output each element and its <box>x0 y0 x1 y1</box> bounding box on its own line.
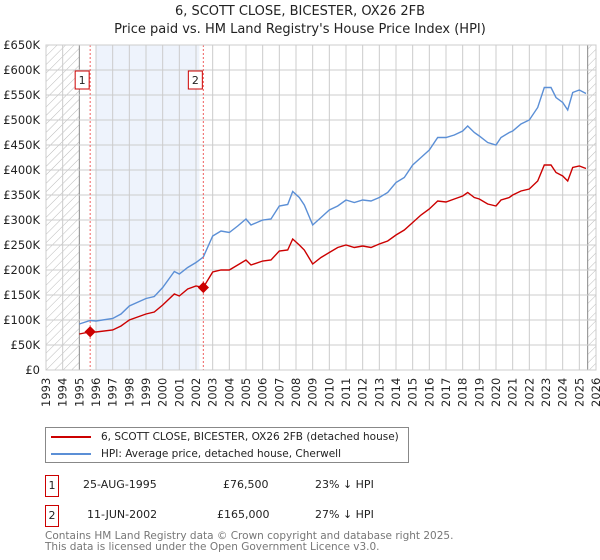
property-price-line <box>79 164 587 335</box>
x-tick-label: 2013 <box>372 378 386 407</box>
x-tick-label: 2001 <box>172 378 186 407</box>
y-tick-label: £350K <box>3 188 40 202</box>
property-line-swatch <box>51 436 91 438</box>
y-tick-label: £500K <box>3 113 40 127</box>
x-tick-label: 1996 <box>89 378 103 407</box>
y-tick-label: £50K <box>11 338 41 352</box>
y-tick-label: £400K <box>3 163 40 177</box>
chart-legend: 6, SCOTT CLOSE, BICESTER, OX26 2FB (deta… <box>45 427 409 463</box>
legend-item-hpi: HPI: Average price, detached house, Cher… <box>51 446 341 462</box>
sale-marker-badge <box>74 70 90 90</box>
y-tick-label: £100K <box>3 313 40 327</box>
y-tick-label: £0 <box>25 363 40 377</box>
hpi-line <box>79 86 587 325</box>
y-tick-label: £250K <box>3 238 40 252</box>
x-tick-label: 2020 <box>489 378 503 407</box>
x-tick-label: 2005 <box>239 378 253 407</box>
x-tick-label: 2000 <box>156 378 170 407</box>
x-tick-label: 2009 <box>306 378 320 407</box>
y-tick-label: £300K <box>3 213 40 227</box>
footer-licence: This data is licensed under the Open Gov… <box>45 541 380 553</box>
shaded-region <box>96 45 200 370</box>
y-tick-label: £600K <box>3 63 40 77</box>
plot-border <box>45 44 597 371</box>
x-tick-label: 2015 <box>406 378 420 407</box>
x-tick-label: 1995 <box>72 378 86 407</box>
sale-badge: 1 <box>45 475 59 497</box>
x-tick-label: 1997 <box>106 378 120 407</box>
x-tick-label: 2017 <box>439 378 453 407</box>
sale-row: 2 11-JUN-2002 £165,000 27% ↓ HPI <box>45 505 445 527</box>
y-tick-label: £450K <box>3 138 40 152</box>
y-tick-label: £150K <box>3 288 40 302</box>
y-tick-label: £650K <box>3 38 40 52</box>
hatched-region <box>587 45 596 370</box>
x-tick-label: 1993 <box>39 378 53 407</box>
x-tick-label: 2003 <box>206 378 220 407</box>
chart-subtitle: Price paid vs. HM Land Registry's House … <box>114 22 486 37</box>
legend-label: HPI: Average price, detached house, Cher… <box>101 448 342 460</box>
footer-copyright: Contains HM Land Registry data © Crown c… <box>45 530 454 542</box>
x-tick-label: 2023 <box>539 378 553 407</box>
x-tick-label: 1999 <box>139 378 153 407</box>
x-tick-label: 2021 <box>506 378 520 407</box>
sale-marker-badge <box>187 70 203 90</box>
y-tick-label: £200K <box>3 263 40 277</box>
chart-title: 6, SCOTT CLOSE, BICESTER, OX26 2FB <box>174 4 426 19</box>
hpi-line-swatch <box>51 453 91 455</box>
legend-label: 6, SCOTT CLOSE, BICESTER, OX26 2FB (deta… <box>101 431 399 443</box>
x-tick-label: 1998 <box>122 378 136 407</box>
sale-price: £165,000 <box>217 508 270 521</box>
y-tick-label: £550K <box>3 88 40 102</box>
sale-marker-label: 1 <box>79 74 86 87</box>
sale-row: 1 25-AUG-1995 £76,500 23% ↓ HPI <box>45 475 445 497</box>
sale-delta: 27% ↓ HPI <box>315 508 374 521</box>
x-tick-label: 2024 <box>556 378 570 407</box>
x-tick-label: 1994 <box>56 378 70 407</box>
x-tick-label: 2002 <box>189 378 203 407</box>
x-tick-label: 2026 <box>589 378 600 407</box>
x-tick-label: 2016 <box>422 378 436 407</box>
x-tick-label: 2012 <box>356 378 370 407</box>
sale-marker-label: 2 <box>192 74 199 87</box>
x-tick-label: 2025 <box>572 378 586 407</box>
x-tick-label: 2006 <box>256 378 270 407</box>
sale-point <box>197 281 209 294</box>
x-tick-label: 2008 <box>289 378 303 407</box>
sale-price: £76,500 <box>223 478 269 491</box>
sale-date: 25-AUG-1995 <box>83 478 157 491</box>
x-tick-label: 2022 <box>522 378 536 407</box>
sale-delta: 23% ↓ HPI <box>315 478 374 491</box>
legend-item-property: 6, SCOTT CLOSE, BICESTER, OX26 2FB (deta… <box>51 429 399 445</box>
x-tick-label: 2004 <box>222 378 236 407</box>
x-tick-label: 2019 <box>472 378 486 407</box>
x-tick-label: 2010 <box>322 378 336 407</box>
sale-date: 11-JUN-2002 <box>87 508 158 521</box>
x-tick-label: 2018 <box>456 378 470 407</box>
sale-badge: 2 <box>45 505 59 527</box>
x-tick-label: 2011 <box>339 378 353 407</box>
x-tick-label: 2014 <box>389 378 403 407</box>
x-tick-label: 2007 <box>272 378 286 407</box>
